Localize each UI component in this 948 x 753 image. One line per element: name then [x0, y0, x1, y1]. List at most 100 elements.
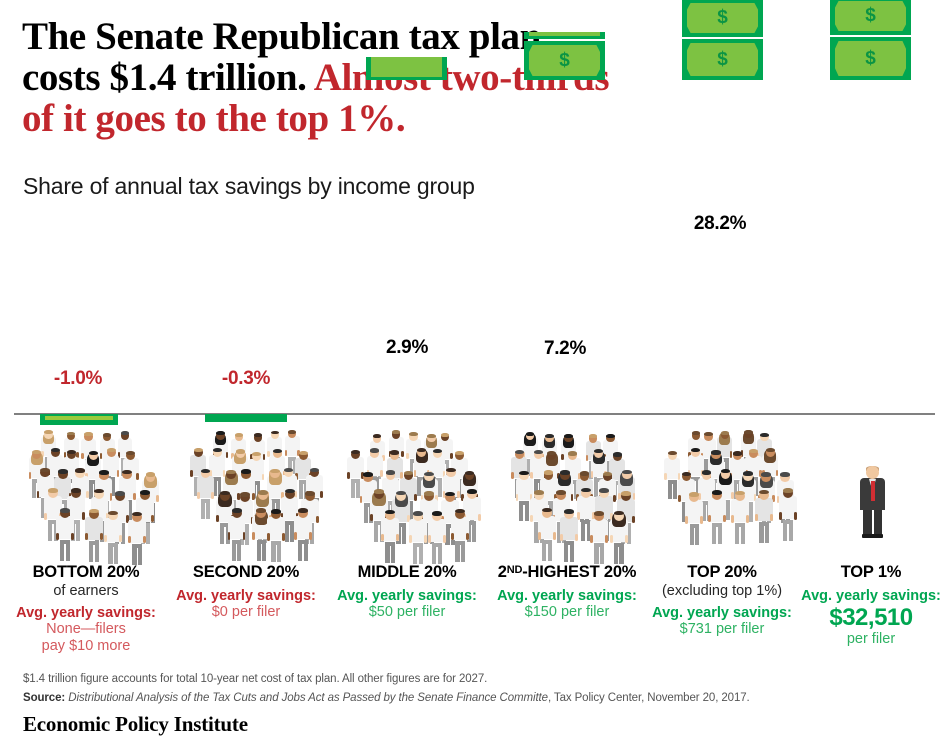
- savings-big-value: $32,510: [829, 604, 913, 631]
- savings-value: $150 per filer: [524, 604, 610, 620]
- bar-2nd-highest-20: $: [524, 32, 605, 80]
- person-icon: [280, 488, 299, 543]
- person-icon: [427, 510, 446, 565]
- bill-tile: $: [366, 57, 447, 80]
- group-name: SECOND 20%: [192, 563, 300, 581]
- person-icon: [294, 508, 312, 563]
- person-icon: [590, 449, 607, 499]
- group-name: TOP 1%: [840, 563, 902, 581]
- person-icon: [609, 510, 628, 565]
- group-name: 2ND-HIGHEST 20%: [467, 563, 667, 582]
- crowd-top-20: [654, 424, 806, 550]
- group-name: MIDDLE 20%: [357, 563, 457, 581]
- bill-tile: $: [682, 0, 763, 37]
- person-icon: [197, 468, 215, 521]
- person-icon: [104, 510, 123, 565]
- vip-figure-top-1: [855, 466, 891, 540]
- person-icon: [85, 508, 103, 563]
- person-icon: [538, 507, 556, 562]
- bar-value-label-top-20: 28.2%: [693, 213, 747, 234]
- bar-middle-20: $: [366, 57, 447, 80]
- source-line: Source: Distributional Analysis of the T…: [23, 692, 750, 704]
- person-icon: [685, 492, 704, 547]
- bar-value-label-middle-20: 2.9%: [385, 337, 429, 358]
- savings-value: None—filers: [46, 621, 126, 637]
- person-icon: [85, 451, 102, 501]
- group-label-middle-20: MIDDLE 20% Avg. yearly savings: $50 per …: [307, 563, 507, 621]
- person-icon: [664, 450, 681, 500]
- person-icon: [43, 488, 62, 543]
- savings-label: Avg. yearly savings:: [652, 605, 792, 621]
- organization-name: Economic Policy Institute: [23, 712, 248, 736]
- group-name: TOP 20%: [687, 563, 757, 581]
- person-icon: [55, 508, 74, 563]
- savings-value: $0 per filer: [211, 604, 281, 620]
- bill-tile: $: [524, 41, 605, 80]
- person-icon: [247, 451, 265, 501]
- bar-bottom-20: [40, 414, 118, 425]
- person-icon: [560, 509, 578, 564]
- bar-second-20: [205, 414, 287, 422]
- chart-baseline-axis: [14, 413, 935, 415]
- person-icon: [451, 508, 470, 563]
- page-headline: The Senate Republican tax plan costs $1.…: [22, 16, 812, 139]
- group-label-second-20: SECOND 20% Avg. yearly savings: $0 per f…: [146, 563, 346, 621]
- source-title: Distributional Analysis of the Tax Cuts …: [68, 692, 548, 704]
- headline-line-2-black: costs $1.4 trillion.: [22, 56, 314, 99]
- person-icon: [577, 487, 595, 542]
- savings-label: Avg. yearly savings:: [16, 605, 156, 621]
- person-icon: [66, 488, 85, 543]
- bar-top-20: $ $ $ $: [682, 0, 763, 80]
- group-label-2nd-highest-20: 2ND-HIGHEST 20% Avg. yearly savings: $15…: [467, 563, 667, 621]
- savings-label: Avg. yearly savings:: [176, 588, 316, 604]
- person-icon: [409, 510, 427, 566]
- savings-label: Avg. yearly savings:: [337, 588, 477, 604]
- group-name: BOTTOM 20%: [32, 563, 140, 581]
- bill-tile: $: [830, 0, 911, 35]
- person-icon: [128, 511, 147, 566]
- savings-value-2: pay $10 more: [41, 638, 131, 654]
- person-icon: [515, 470, 533, 523]
- person-icon: [381, 509, 400, 564]
- person-icon: [707, 490, 726, 545]
- bar-top-1: $ $ $ $ $ $ $ $ $: [830, 0, 911, 80]
- bar-value-label-second-20: -0.3%: [221, 368, 271, 389]
- bar-value-label-2nd-highest-20: 7.2%: [543, 338, 587, 359]
- group-name-text: 2ND-HIGHEST 20%: [497, 563, 637, 581]
- crowd-second-20: [180, 424, 332, 564]
- person-icon: [369, 489, 388, 544]
- headline-line-1: The Senate Republican tax plan: [22, 15, 541, 58]
- person-icon: [284, 429, 300, 476]
- person-icon: [347, 450, 364, 500]
- person-icon: [698, 470, 716, 522]
- bill-tile: [524, 32, 605, 39]
- group-label-top-1: TOP 1% Avg. yearly savings: $32,510 per …: [771, 563, 948, 648]
- crowd-middle-20: [338, 424, 490, 566]
- person-icon: [522, 431, 538, 478]
- person-icon: [590, 510, 609, 566]
- person-icon: [267, 509, 286, 564]
- group-sub: (excluding top 1%): [661, 583, 783, 599]
- savings-label: Avg. yearly savings:: [497, 588, 637, 604]
- bill-tile: $: [682, 39, 763, 80]
- person-icon: [779, 488, 797, 543]
- headline-line-3-red: of it goes to the top 1%.: [22, 97, 406, 140]
- savings-value: per filer: [846, 631, 896, 647]
- group-label-bottom-20: BOTTOM 20% of earners Avg. yearly saving…: [0, 563, 186, 655]
- chart-plot-area: -1.0% -0.3% 2.9% 7.2% 28.2% 61.8% $ $: [14, 0, 935, 425]
- source-label: Source:: [23, 692, 66, 704]
- crowd-bottom-20: [14, 424, 166, 566]
- savings-value: $731 per filer: [679, 621, 765, 637]
- group-sub: of earners: [53, 583, 119, 599]
- bill-tile: $: [830, 37, 911, 80]
- person-icon: [731, 490, 749, 545]
- person-icon: [227, 508, 246, 563]
- chart-subtitle: Share of annual tax savings by income gr…: [23, 173, 475, 199]
- person-icon: [208, 448, 226, 498]
- group-label-top-20: TOP 20% (excluding top 1%) Avg. yearly s…: [622, 563, 822, 638]
- crowd-2nd-highest-20: [496, 424, 648, 566]
- person-icon: [216, 490, 234, 545]
- source-rest: , Tax Policy Center, November 20, 2017.: [547, 692, 750, 704]
- footnote-1: $1.4 trillion figure accounts for total …: [23, 673, 488, 685]
